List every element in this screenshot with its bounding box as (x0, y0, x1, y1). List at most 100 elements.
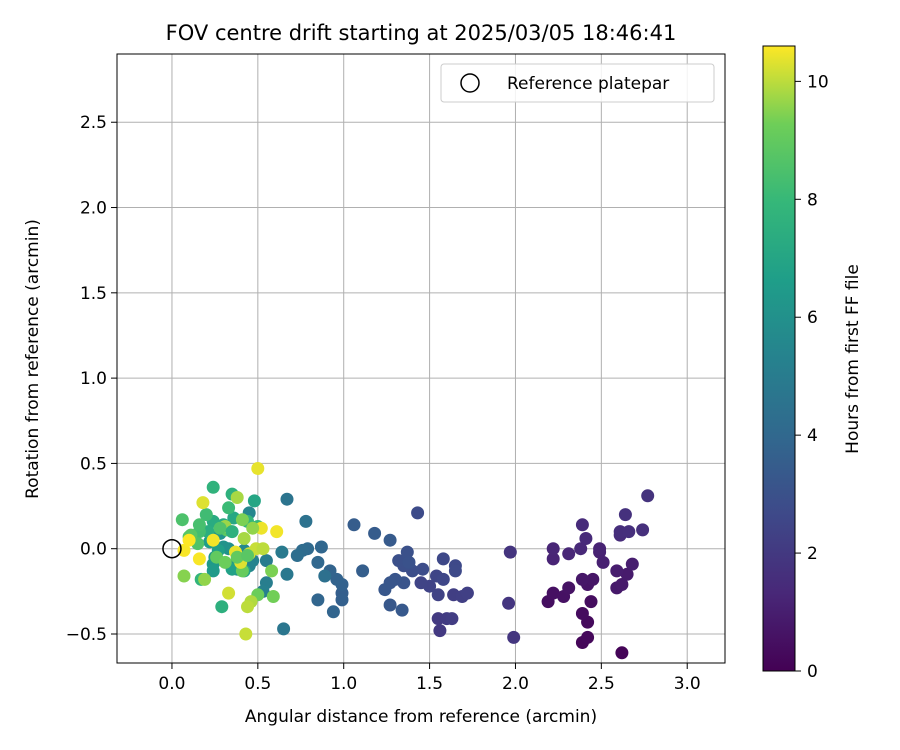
data-point (546, 552, 560, 566)
data-point (266, 590, 280, 603)
data-point (562, 547, 576, 561)
data-point (175, 513, 189, 527)
data-point (620, 567, 634, 581)
data-point (575, 572, 589, 586)
data-point (192, 552, 206, 566)
data-point (299, 514, 313, 528)
data-point (368, 526, 382, 540)
data-point (213, 521, 227, 535)
data-point (579, 532, 593, 545)
data-point (241, 600, 254, 614)
x-tick-label: 0.5 (244, 674, 271, 694)
data-point (575, 607, 589, 620)
data-point (230, 550, 244, 564)
y-tick-label: 2.0 (80, 199, 107, 219)
data-point (436, 572, 450, 586)
data-point (615, 578, 629, 591)
colorbar-label: Hours from first FF file (843, 264, 863, 454)
data-point (586, 572, 600, 586)
data-point (593, 542, 607, 556)
colorbar-tick-label: 4 (807, 426, 818, 446)
data-point (192, 518, 206, 532)
y-tick-label: 1.0 (80, 369, 107, 389)
data-point (311, 555, 325, 569)
data-point (356, 564, 370, 578)
data-point (259, 554, 273, 568)
x-tick-label: 2.5 (588, 674, 615, 694)
y-tick-label: 2.5 (80, 113, 107, 133)
data-point (265, 564, 279, 578)
data-point (256, 542, 270, 556)
data-point (177, 569, 191, 583)
data-points (175, 462, 655, 660)
data-point (636, 523, 650, 537)
data-point (251, 462, 265, 475)
x-tick-label: 2.0 (502, 674, 529, 694)
data-point (326, 605, 340, 619)
grid-lines (117, 54, 725, 663)
x-tick-label: 1.5 (416, 674, 443, 694)
data-point (241, 549, 254, 562)
data-point (230, 491, 244, 504)
data-point (280, 492, 294, 506)
data-point (318, 569, 332, 583)
y-tick-label: 0.5 (80, 454, 107, 474)
data-point (215, 600, 229, 614)
data-point (206, 480, 220, 494)
data-point (275, 545, 289, 559)
data-point (222, 501, 236, 515)
y-axis-ticks: −0.5 0.0 0.5 1.0 1.5 2.0 2.5 (66, 113, 117, 645)
data-point (290, 549, 304, 562)
data-point (196, 496, 210, 510)
data-point (460, 586, 474, 600)
data-point (503, 545, 517, 559)
plot-frame (116, 53, 726, 664)
data-point (182, 533, 196, 547)
y-tick-label: −0.5 (66, 625, 107, 645)
colorbar-tick-label: 8 (807, 190, 818, 210)
data-point (625, 557, 639, 571)
data-point (270, 525, 284, 539)
data-point (448, 564, 462, 578)
data-point (445, 612, 459, 626)
data-point (575, 518, 589, 532)
reference-platepar-marker (162, 538, 182, 559)
data-point (641, 489, 655, 503)
data-point (235, 513, 249, 527)
legend-box (440, 63, 715, 103)
data-point (502, 596, 516, 610)
data-point (198, 572, 212, 586)
colorbar-tick-label: 2 (807, 544, 818, 564)
data-point (507, 630, 521, 644)
data-point (431, 588, 445, 602)
colorbar (762, 45, 796, 672)
data-point (237, 532, 251, 545)
legend-reference-marker (460, 73, 480, 93)
data-point (581, 630, 595, 644)
data-point (383, 598, 397, 612)
data-point (546, 542, 560, 556)
data-point (246, 521, 260, 535)
data-point (436, 552, 450, 566)
data-point (247, 494, 261, 508)
data-point (615, 646, 629, 660)
data-point (378, 583, 392, 597)
x-axis-label: Angular distance from reference (arcmin) (245, 707, 597, 727)
data-point (433, 624, 447, 638)
colorbar-ticks: 0 2 4 6 8 10 (795, 72, 829, 682)
legend-reference-label: Reference platepar (507, 74, 669, 94)
data-point (596, 555, 610, 569)
data-point (222, 586, 236, 600)
data-point (218, 555, 232, 569)
data-point (416, 562, 430, 576)
legend: Reference platepar (440, 63, 715, 103)
data-point (400, 545, 414, 559)
x-tick-label: 1.0 (330, 674, 357, 694)
colorbar-tick-label: 10 (807, 72, 829, 92)
data-point (239, 627, 253, 641)
data-point (584, 595, 598, 609)
data-point (574, 542, 588, 556)
data-point (546, 586, 560, 600)
x-axis-ticks: 0.0 0.5 1.0 1.5 2.0 2.5 3.0 (158, 663, 701, 694)
colorbar-tick-label: 6 (807, 308, 818, 328)
